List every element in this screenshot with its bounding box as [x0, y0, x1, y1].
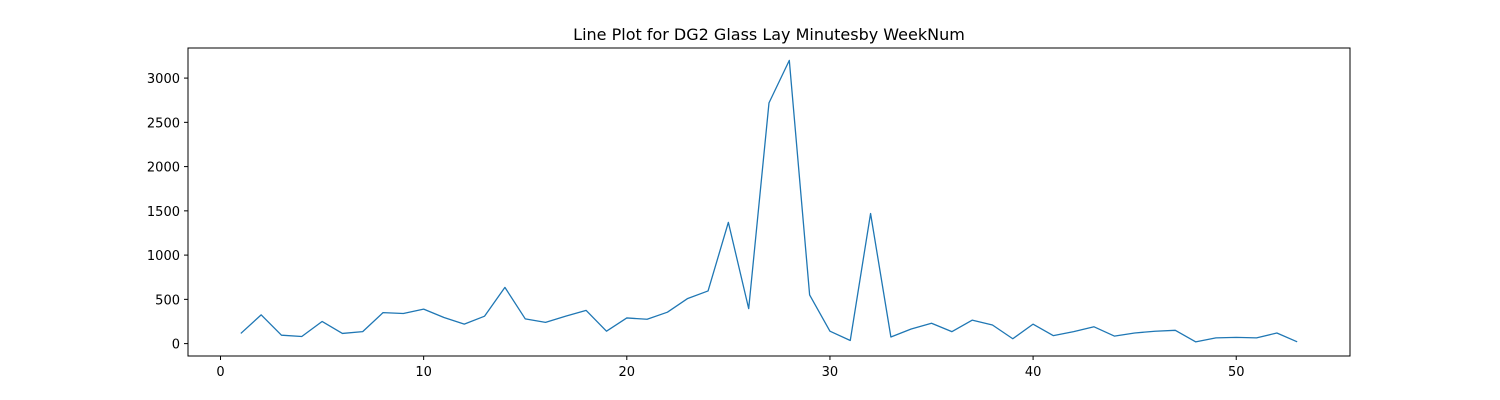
x-tick-label: 20 — [619, 365, 636, 380]
x-tick-label: 0 — [216, 365, 224, 380]
x-tick-label: 50 — [1228, 365, 1245, 380]
y-tick-label: 0 — [172, 338, 180, 353]
x-tick-label: 10 — [415, 365, 432, 380]
y-tick-label: 1000 — [147, 249, 180, 264]
y-tick-label: 500 — [155, 293, 180, 308]
x-tick-label: 40 — [1025, 365, 1042, 380]
x-tick-label: 30 — [822, 365, 839, 380]
y-tick-label: 2000 — [147, 161, 180, 176]
series-line-0 — [240, 59, 1298, 343]
y-tick-label: 3000 — [147, 72, 180, 87]
y-tick-label: 1500 — [147, 205, 180, 220]
axes-frame — [187, 47, 1351, 357]
y-tick-label: 2500 — [147, 116, 180, 131]
chart-title: Line Plot for DG2 Glass Lay Minutesby We… — [573, 25, 965, 44]
